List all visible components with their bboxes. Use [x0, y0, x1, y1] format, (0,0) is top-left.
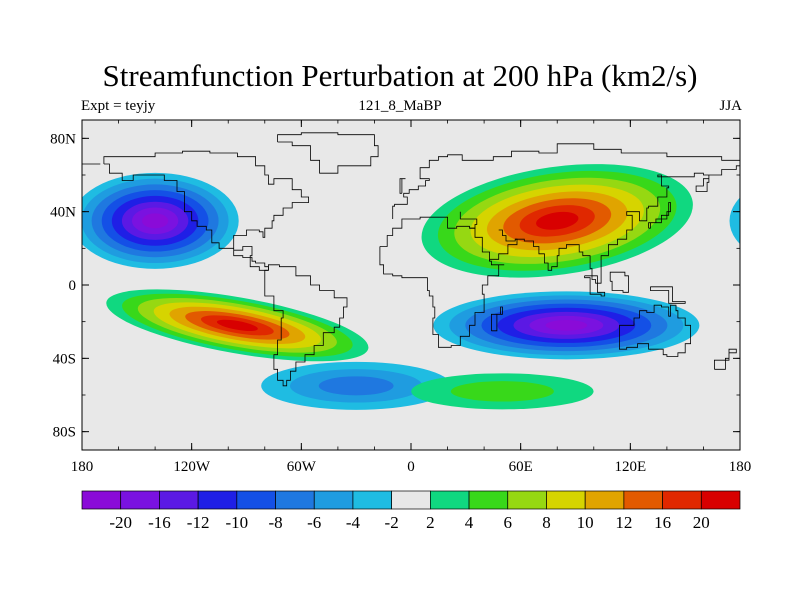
- colorbar-swatch: [120, 490, 160, 510]
- coastline-segment: [584, 275, 606, 297]
- x-tick-label: 120W: [173, 459, 211, 475]
- colorbar-label: 2: [426, 513, 435, 532]
- coastline-segment: [103, 150, 309, 271]
- colorbar-swatch: [584, 490, 625, 510]
- coastline-segment: [648, 202, 671, 229]
- x-tick-label: 180: [729, 459, 752, 475]
- colorbar-swatch: [159, 490, 199, 510]
- colorbar-swatch: [391, 490, 431, 510]
- contour-level: [780, 202, 800, 240]
- x-tick-label: 120E: [614, 459, 646, 475]
- contour-level: [0, 148, 42, 293]
- contour-level: [535, 211, 579, 230]
- contour-level: [760, 275, 800, 376]
- asian-high-contours: [0, 148, 693, 293]
- x-tick-label: 60W: [287, 459, 317, 475]
- colorbar-swatch: [430, 490, 470, 510]
- contour-level: [729, 197, 740, 245]
- colorbar-label: -8: [268, 513, 282, 532]
- colorbar-label: -4: [346, 513, 361, 532]
- contour-level: [318, 376, 394, 396]
- north-pacific-low-contours: [82, 172, 800, 269]
- colorbar-swatch: [700, 490, 741, 510]
- contour-level: [739, 216, 740, 226]
- contour-level: [142, 213, 169, 229]
- coastline-segment: [714, 348, 737, 370]
- contour-level: [0, 166, 8, 276]
- colorbar-swatch: [662, 490, 702, 510]
- colorbar-label: 12: [615, 513, 632, 532]
- contour-level: [792, 287, 800, 364]
- experiment-label: Expt = teyjy: [81, 98, 156, 114]
- colorbar-label: -20: [109, 513, 132, 532]
- contour-level: [750, 184, 800, 257]
- colorbar-label: -16: [148, 513, 171, 532]
- colorbar-swatch: [197, 490, 238, 510]
- tropical-pacific-high-contours: [106, 275, 800, 376]
- colorbar-label: -2: [385, 513, 399, 532]
- page-title: Streamfunction Perturbation at 200 hPa (…: [102, 58, 698, 93]
- coastline-segment: [277, 132, 379, 174]
- colorbar-label: -12: [187, 513, 210, 532]
- colorbar-label: 10: [577, 513, 594, 532]
- colorbar-swatch: [275, 490, 315, 510]
- colorbar-label: 8: [542, 513, 551, 532]
- coastline-segment: [491, 306, 503, 332]
- colorbar-label: 16: [654, 513, 671, 532]
- colorbar-swatch: [468, 490, 509, 510]
- coastline-segment: [379, 216, 505, 348]
- contour-level: [790, 208, 800, 235]
- x-tick-label: 60E: [509, 459, 533, 475]
- colorbar-swatch: [313, 490, 354, 510]
- colorbar-label: 4: [465, 513, 474, 532]
- contour-level: [760, 190, 800, 251]
- colorbar-swatch: [236, 490, 276, 510]
- season-label: JJA: [719, 98, 742, 114]
- coastline-segment: [515, 165, 740, 284]
- colorbar-label: -10: [225, 513, 248, 532]
- south-atlantic-high-contours: [411, 373, 594, 410]
- colorbar-swatch: [546, 490, 586, 510]
- coastline-segment: [264, 264, 348, 387]
- contour-level: [450, 381, 554, 402]
- colorbar-label: 6: [504, 513, 513, 532]
- south-atlantic-low-contours: [261, 361, 452, 410]
- colorbar: -20 -16 -12 -10 -8 -6 -4 -2 2 4 6 8 10 12 16 20: [81, 490, 741, 532]
- contour-level: [0, 157, 25, 285]
- contour-level: [770, 196, 800, 246]
- contour-level: [0, 295, 25, 355]
- x-tick-label: 0: [407, 459, 415, 475]
- coastline-segment: [609, 271, 629, 293]
- y-tick-label: 40S: [53, 351, 76, 367]
- coastline-segment: [619, 304, 691, 357]
- contour-fill: [0, 148, 800, 410]
- case-label: 121_8_MaBP: [358, 98, 442, 114]
- south-indian-low-contours: [0, 291, 700, 360]
- y-tick-label: 40N: [50, 205, 76, 221]
- coastline-segment: [399, 178, 406, 194]
- colorbar-swatch: [81, 490, 122, 510]
- x-tick-label: 180: [71, 459, 94, 475]
- coastline: [82, 132, 740, 387]
- y-tick-label: 80S: [53, 425, 76, 441]
- axis-ticks: 180 120W 60W 0 60E 120E 180 80N 40N 0 40S 80S: [50, 120, 751, 475]
- contour-level: [0, 300, 9, 352]
- contour-level: [776, 281, 800, 370]
- colorbar-swatch: [352, 490, 392, 510]
- colorbar-swatch: [623, 490, 663, 510]
- contour-level: [0, 291, 41, 359]
- colorbar-label: -6: [307, 513, 321, 532]
- y-tick-label: 0: [69, 278, 77, 294]
- colorbar-swatch: [507, 490, 547, 510]
- y-tick-label: 80N: [50, 131, 76, 147]
- colorbar-label: 20: [693, 513, 710, 532]
- coastline-segment: [459, 211, 478, 229]
- contour-level: [545, 320, 588, 331]
- contour-level: [216, 319, 258, 331]
- coastline-segment: [392, 143, 740, 219]
- coastline-segment: [650, 286, 686, 304]
